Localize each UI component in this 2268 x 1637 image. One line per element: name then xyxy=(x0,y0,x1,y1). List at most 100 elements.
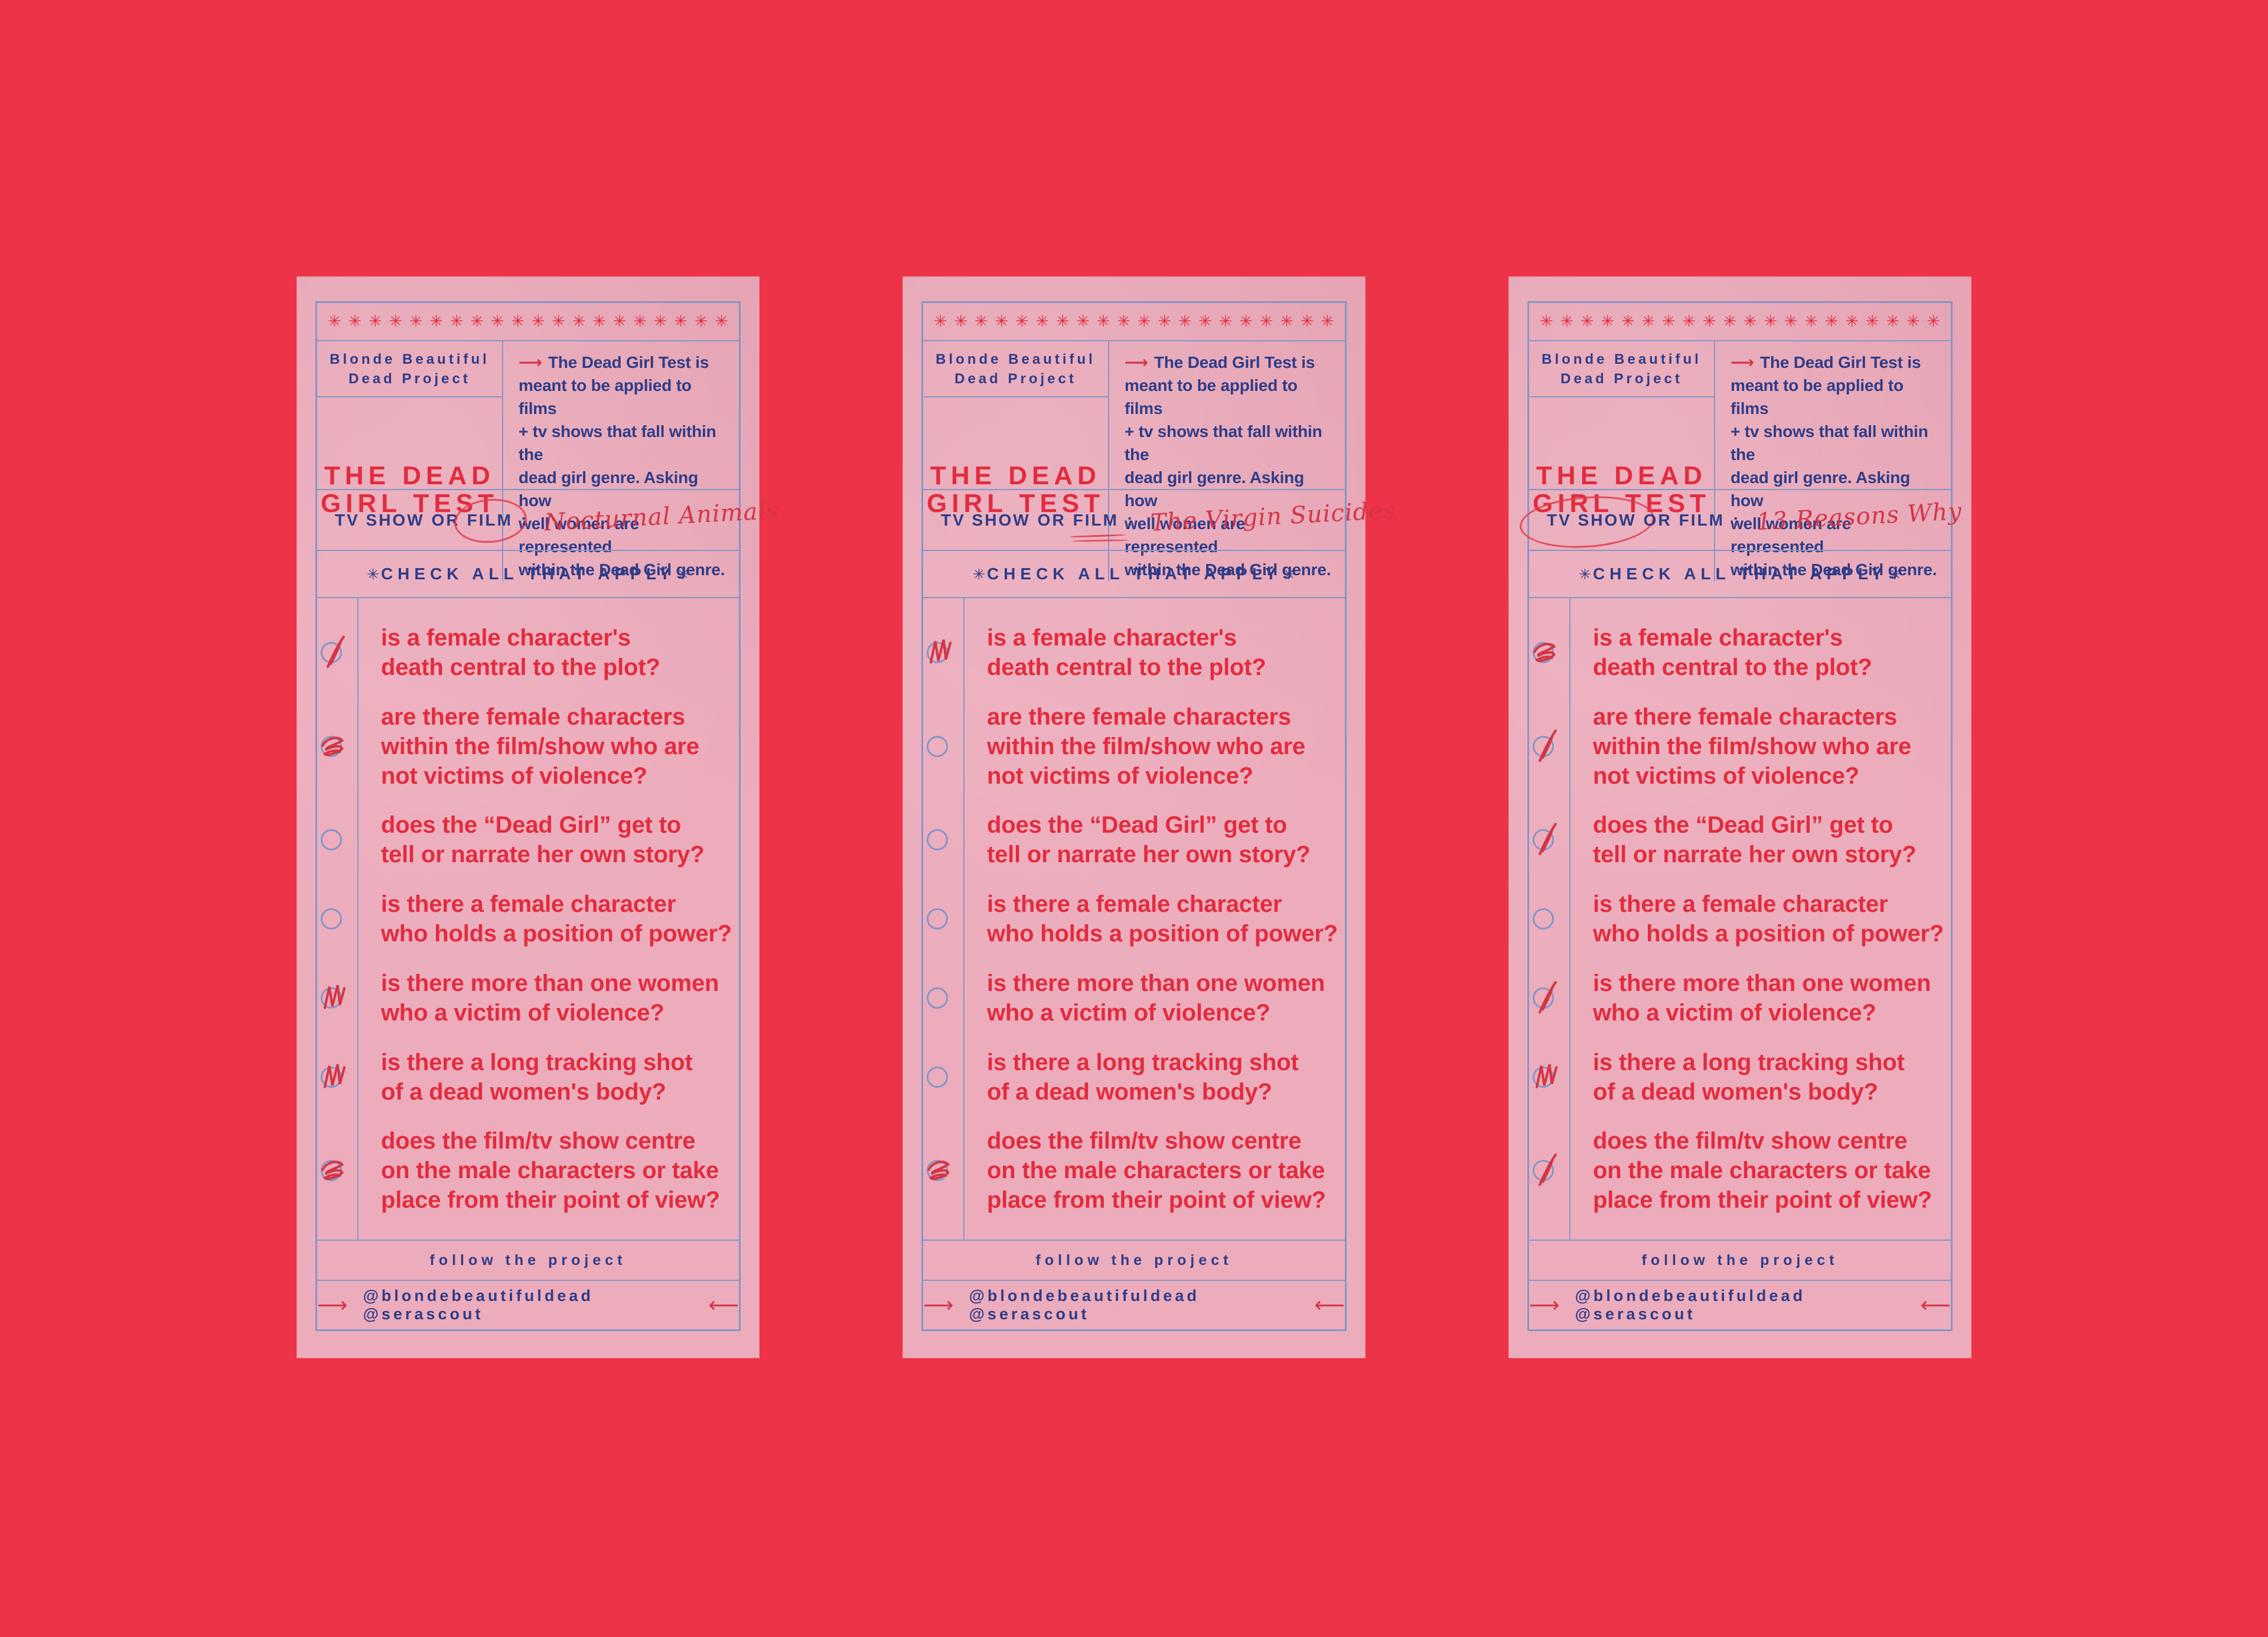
asterisk-icon: ✳ xyxy=(1117,312,1130,331)
asterisk-icon: ✳ xyxy=(1889,565,1901,583)
checkbox[interactable] xyxy=(927,735,948,757)
checkbox[interactable] xyxy=(1533,729,1557,762)
question-text: is there a long tracking shot of a dead w… xyxy=(987,1048,1299,1107)
checkbox[interactable] xyxy=(321,635,345,668)
description-line: well women are represented xyxy=(1125,514,1246,556)
question-row: are there female characters within the fi… xyxy=(1529,702,1951,791)
social-handles[interactable]: @blondebeautifuldead @serascout xyxy=(969,1287,1200,1323)
question-row: is there more than one women who a victim… xyxy=(923,968,1345,1028)
description-text: The Dead Girl Test is xyxy=(548,353,709,371)
question-line: is there more than one women xyxy=(381,970,719,996)
card-title-line: THE DEAD xyxy=(1536,461,1707,490)
social-handles[interactable]: @blondebeautifuldead @serascout xyxy=(363,1287,594,1323)
checkbox[interactable] xyxy=(927,908,948,930)
question-text: does the “Dead Girl” get to tell or narra… xyxy=(1593,810,1917,869)
description-line: meant to be applied to films xyxy=(1731,376,1904,418)
checkbox[interactable] xyxy=(321,908,342,930)
question-text: is there a long tracking shot of a dead w… xyxy=(381,1048,693,1107)
tv-show-or-film-row: TV SHOW OR FILM : The Virgin Suicides xyxy=(923,489,1397,550)
question-text: is a female character's death central to … xyxy=(381,623,660,682)
checkbox[interactable] xyxy=(927,1066,948,1088)
asterisk-icon: ✳ xyxy=(592,312,606,331)
checkbox[interactable] xyxy=(1533,641,1556,663)
question-line: death central to the plot? xyxy=(381,654,660,680)
question-text: is a female character's death central to … xyxy=(987,623,1266,682)
tv-show-or-film-row: TV SHOW OR FILM : Nocturnal Animals xyxy=(317,489,780,550)
asterisk-icon: ✳ xyxy=(1804,312,1818,331)
project-name: Blonde Beautiful Dead Project xyxy=(1529,341,1714,397)
label-or: OR xyxy=(1037,510,1066,529)
label-film: FILM xyxy=(1679,510,1725,529)
checkbox[interactable] xyxy=(321,735,344,757)
question-list: is a female character's death central to … xyxy=(1529,597,1951,1240)
question-line: who holds a position of power? xyxy=(381,921,732,947)
checkbox[interactable] xyxy=(321,1064,346,1088)
asterisk-icon: ✳ xyxy=(348,312,362,331)
question-line: is there a long tracking shot xyxy=(1593,1049,1905,1075)
checkbox[interactable] xyxy=(927,829,948,851)
checkbox[interactable] xyxy=(927,1160,950,1182)
question-line: within the film/show who are xyxy=(381,733,699,759)
card-title: THE DEAD GIRL TEST xyxy=(923,397,1108,581)
arrow-left-icon: ⟵ xyxy=(708,1293,739,1318)
asterisk-icon: ✳ xyxy=(1906,312,1920,331)
checkbox[interactable] xyxy=(1533,1064,1558,1088)
question-text: are there female characters within the fi… xyxy=(1593,702,1911,791)
checkbox[interactable] xyxy=(927,639,952,664)
asterisk-icon: ✳ xyxy=(552,312,565,331)
arrow-right-icon: ⟶ xyxy=(519,353,542,372)
checkbox[interactable] xyxy=(321,1160,344,1182)
question-line: does the film/tv show centre xyxy=(381,1128,696,1155)
question-line: is a female character's xyxy=(1593,624,1843,651)
label-or: OR xyxy=(431,510,460,529)
film-title-field[interactable]: The Virgin Suicides xyxy=(1150,496,1397,537)
check-mark-scribble xyxy=(1533,643,1556,662)
question-text: is a female character's death central to … xyxy=(1593,623,1872,682)
checkbox[interactable] xyxy=(321,984,346,1009)
asterisk-icon: ✳ xyxy=(1579,565,1591,583)
checkbox[interactable] xyxy=(1533,908,1554,930)
question-line: death central to the plot? xyxy=(1593,654,1872,680)
film-title-field[interactable]: 13 Reasons Why xyxy=(1756,497,1963,536)
asterisk-icon: ✳ xyxy=(1280,312,1293,331)
checkbox[interactable] xyxy=(321,829,342,851)
check-mark-slash xyxy=(1539,1153,1557,1186)
film-title-field[interactable]: Nocturnal Animals xyxy=(544,497,780,536)
question-text: is there a long tracking shot of a dead w… xyxy=(1593,1048,1905,1107)
arrow-right-icon: ⟶ xyxy=(1125,353,1148,372)
question-line: does the “Dead Girl” get to xyxy=(381,812,681,839)
asterisk-icon: ✳ xyxy=(1682,312,1696,331)
check-mark-zigzag xyxy=(323,1064,346,1088)
label-colon: : xyxy=(1126,510,1135,529)
asterisk-row: ✳ ✳ ✳ ✳ ✳ ✳ ✳ ✳ ✳ ✳ ✳ ✳ ✳ ✳ ✳ ✳ ✳ ✳ ✳ ✳ xyxy=(923,303,1345,340)
header-left-column: Blonde Beautiful Dead Project THE DEAD G… xyxy=(923,341,1109,581)
asterisk-icon: ✳ xyxy=(1259,312,1273,331)
asterisk-icon: ✳ xyxy=(674,312,687,331)
project-line: Blonde Beautiful xyxy=(936,351,1096,367)
asterisk-icon: ✳ xyxy=(1784,312,1798,331)
card-title-line: THE DEAD xyxy=(324,461,495,490)
card-header: Blonde Beautiful Dead Project THE DEAD G… xyxy=(317,340,739,581)
question-line: is there a long tracking shot xyxy=(381,1049,693,1075)
asterisk-icon: ✳ xyxy=(1055,312,1070,331)
social-handles[interactable]: @blondebeautifuldead @serascout xyxy=(1575,1287,1806,1323)
check-mark-scribble xyxy=(927,1160,950,1181)
asterisk-icon: ✳ xyxy=(1158,312,1171,331)
question-line: not victims of violence? xyxy=(381,762,647,789)
check-mark-scribble xyxy=(321,736,344,756)
check-all-header: ✳ CHECK ALL THAT APPLY ✳ xyxy=(1529,550,1951,597)
social-handles-row: ⟶ @blondebeautifuldead @serascout ⟵ xyxy=(317,1280,739,1329)
checkbox[interactable] xyxy=(1533,823,1557,856)
checkbox[interactable] xyxy=(1533,980,1557,1013)
asterisk-icon: ✳ xyxy=(367,565,379,583)
checkbox[interactable] xyxy=(1533,1153,1557,1186)
question-line: place from their point of view? xyxy=(987,1187,1326,1214)
description-text: The Dead Girl Test is xyxy=(1153,353,1315,371)
asterisk-icon: ✳ xyxy=(1560,312,1574,331)
question-line: is there a female character xyxy=(1593,891,1888,917)
asterisk-icon: ✳ xyxy=(1845,312,1859,331)
check-mark-slash xyxy=(1539,980,1557,1013)
asterisk-icon: ✳ xyxy=(1661,312,1676,331)
checkbox[interactable] xyxy=(927,987,948,1009)
question-line: are there female characters xyxy=(381,703,685,730)
